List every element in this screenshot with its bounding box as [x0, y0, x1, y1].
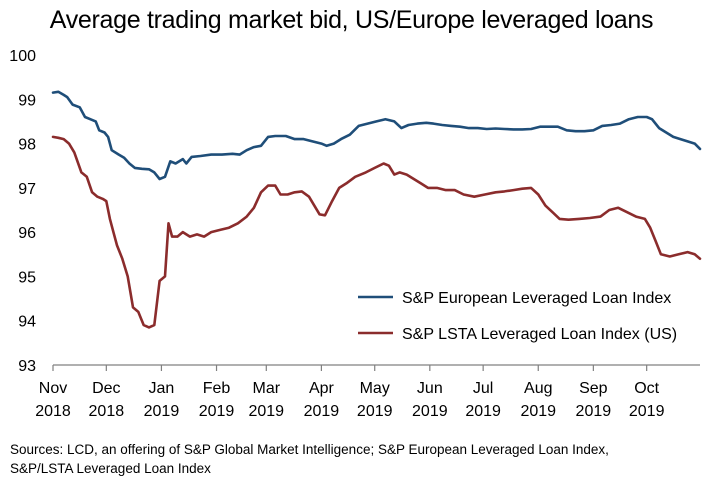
- x-tick-year: 2019: [248, 403, 284, 420]
- legend-box: [350, 280, 695, 345]
- x-tick-month: Nov: [39, 380, 67, 397]
- x-tick-month: Dec: [92, 380, 120, 397]
- chart-title: Average trading market bid, US/Europe le…: [49, 6, 654, 34]
- x-tick-year: 2019: [144, 403, 180, 420]
- x-tick-month: Sep: [579, 380, 608, 397]
- y-tick-label: 99: [18, 92, 36, 109]
- y-tick-label: 94: [18, 314, 36, 331]
- x-tick-year: 2018: [89, 403, 125, 420]
- x-tick-year: 2019: [304, 403, 340, 420]
- series-line-2: [51, 135, 702, 329]
- x-tick-year: 2019: [412, 403, 448, 420]
- x-tick-month: Jun: [417, 380, 443, 397]
- x-tick-month: Jul: [473, 380, 493, 397]
- x-tick-year: 2019: [629, 403, 665, 420]
- series-layer: [51, 90, 702, 329]
- x-tick-year: 2019: [576, 403, 612, 420]
- y-tick-label: 95: [18, 269, 36, 286]
- x-tick-month: May: [360, 380, 390, 397]
- y-tick-label: 97: [18, 181, 36, 198]
- y-tick-label: 93: [18, 358, 36, 375]
- x-tick-month: Oct: [634, 380, 659, 397]
- y-tick-label: 98: [18, 137, 36, 154]
- x-tick-month: Aug: [524, 380, 552, 397]
- series-line-1: [51, 90, 702, 181]
- legend-label-1: S&P European Leveraged Loan Index: [402, 290, 671, 307]
- source-note: Sources: LCD, an offering of S&P Global …: [10, 440, 700, 478]
- y-axis: 93 94 95 96 97 98 99 100: [9, 48, 36, 375]
- x-tick-year: 2019: [357, 403, 393, 420]
- x-axis: Nov 2018 Dec 2018 Jan 2019 Feb 2019 Mar 2019 Apr 20…: [35, 364, 700, 420]
- x-tick-month: Mar: [253, 380, 281, 397]
- x-tick-year: 2018: [35, 403, 71, 420]
- x-tick-year: 2019: [199, 403, 235, 420]
- x-tick-month: Apr: [309, 380, 335, 397]
- x-tick-year: 2019: [520, 403, 556, 420]
- legend: S&P European Leveraged Loan Index S&P LST…: [350, 280, 695, 345]
- legend-label-2: S&P LSTA Leveraged Loan Index (US): [402, 326, 677, 343]
- source-line-2: S&P/LSTA Leveraged Loan Index: [10, 461, 211, 476]
- line-chart: 93 94 95 96 97 98 99 100 Nov 2018 Dec 2018 Jan 2019 F…: [9, 48, 702, 420]
- y-tick-label: 100: [9, 48, 36, 65]
- source-line-1: Sources: LCD, an offering of S&P Global …: [10, 442, 609, 457]
- x-tick-year: 2019: [465, 403, 501, 420]
- y-tick-label: 96: [18, 225, 36, 242]
- x-tick-month: Feb: [203, 380, 231, 397]
- x-tick-month: Jan: [149, 380, 175, 397]
